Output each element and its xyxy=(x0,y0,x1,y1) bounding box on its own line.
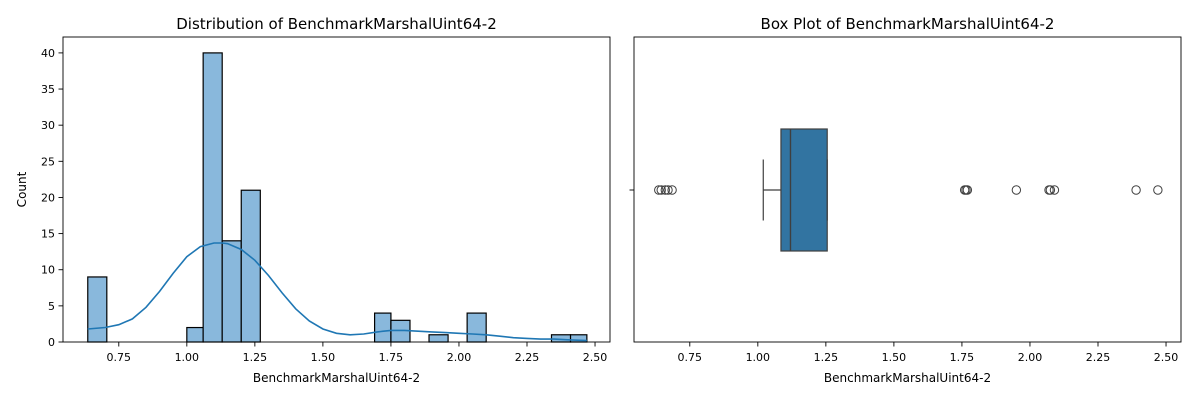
histogram-x-ticks: 0.75 1.00 1.25 1.50 1.75 2.00 2.25 2.50 xyxy=(107,342,608,364)
box-outlier-1 xyxy=(656,185,666,195)
histogram-y-tick-label-2: 10 xyxy=(41,264,55,277)
boxplot-chart: Box Plot of BenchmarkMarshalUint64-2 0.7… xyxy=(629,15,1182,385)
histogram-y-tick-label-0: 0 xyxy=(48,336,55,349)
histogram-x-tick-label-3: 1.50 xyxy=(311,351,336,364)
histogram-x-tick-label-6: 2.25 xyxy=(515,351,540,364)
boxplot-title: Box Plot of BenchmarkMarshalUint64-2 xyxy=(761,15,1055,33)
box-outlier-0 xyxy=(654,185,664,195)
boxplot-x-axis-label: BenchmarkMarshalUint64-2 xyxy=(824,371,991,385)
boxplot-x-tick-label-0: 0.75 xyxy=(678,351,703,364)
box-outlier-7 xyxy=(962,185,973,195)
histogram-plot-frame xyxy=(62,36,611,343)
histogram-chart: Distribution of BenchmarkMarshalUint64-2… xyxy=(15,15,611,385)
histogram-bar-3 xyxy=(221,240,242,343)
histogram-x-tick-label-4: 1.75 xyxy=(379,351,404,364)
histogram-x-tick-label-5: 2.00 xyxy=(447,351,472,364)
histogram-y-tick-label-8: 40 xyxy=(41,47,55,60)
histogram-y-axis-label: Count xyxy=(15,171,29,207)
histogram-y-tick-label-5: 25 xyxy=(41,155,55,168)
histogram-bar-4 xyxy=(240,189,261,343)
histogram-x-tick-label-0: 0.75 xyxy=(107,351,132,364)
box-outlier-12 xyxy=(1131,185,1141,195)
histogram-x-tick-label-7: 2.50 xyxy=(583,351,608,364)
histogram-bar-2 xyxy=(202,52,223,343)
histogram-y-ticks: 0 5 10 15 20 25 30 35 40 xyxy=(41,47,63,349)
histogram-title: Distribution of BenchmarkMarshalUint64-2 xyxy=(176,15,497,33)
box-iqr xyxy=(780,128,828,252)
kde-curve xyxy=(87,242,587,342)
histogram-y-tick-label-4: 20 xyxy=(41,191,55,204)
boxplot-x-tick-label-7: 2.50 xyxy=(1154,351,1179,364)
boxplot-x-tick-label-5: 2.00 xyxy=(1018,351,1043,364)
boxplot-x-tick-label-6: 2.25 xyxy=(1086,351,1111,364)
histogram-bar-0 xyxy=(87,276,108,343)
histogram-y-tick-label-1: 5 xyxy=(48,300,55,313)
histogram-y-tick-label-7: 35 xyxy=(41,83,55,96)
histogram-bar-7 xyxy=(428,334,449,343)
boxplot-x-tick-label-3: 1.50 xyxy=(882,351,907,364)
histogram-bar-1 xyxy=(186,326,204,343)
histogram-bar-5 xyxy=(373,312,392,343)
histogram-x-axis-label: BenchmarkMarshalUint64-2 xyxy=(253,371,420,385)
box-outlier-8 xyxy=(1011,185,1022,195)
boxplot-plot-frame xyxy=(633,36,1182,343)
histogram-bar-8 xyxy=(466,312,487,343)
histogram-x-tick-label-1: 1.00 xyxy=(175,351,200,364)
boxplot-elements xyxy=(654,128,1163,252)
histogram-y-tick-label-6: 30 xyxy=(41,119,55,132)
box-outlier-3 xyxy=(663,185,673,195)
boxplot-x-tick-label-4: 1.75 xyxy=(950,351,975,364)
boxplot-x-tick-label-2: 1.25 xyxy=(814,351,839,364)
box-outlier-2 xyxy=(660,185,670,195)
box-outlier-4 xyxy=(667,185,677,195)
histogram-y-tick-label-3: 15 xyxy=(41,228,55,241)
box-outlier-11 xyxy=(1049,185,1060,195)
box-outlier-13 xyxy=(1153,185,1163,195)
box-outlier-10 xyxy=(1045,185,1056,195)
boxplot-x-ticks: 0.75 1.00 1.25 1.50 1.75 2.00 2.25 2.50 xyxy=(678,342,1179,364)
histogram-bars xyxy=(87,52,588,343)
boxplot-x-tick-label-1: 1.00 xyxy=(746,351,771,364)
histogram-x-tick-label-2: 1.25 xyxy=(243,351,268,364)
